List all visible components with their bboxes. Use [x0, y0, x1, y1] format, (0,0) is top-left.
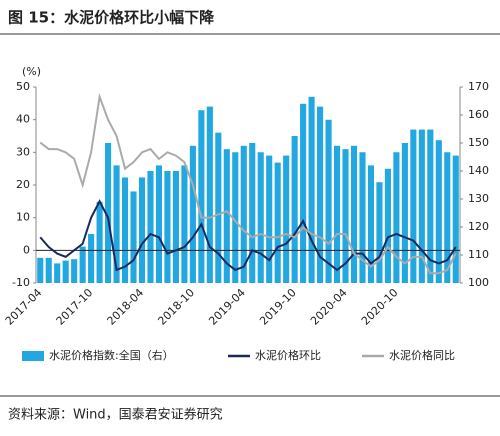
y-tick-label: 40 [16, 113, 30, 126]
bar [130, 191, 137, 283]
x-tick-label: 2018-04 [105, 286, 147, 328]
line [39, 92, 457, 275]
bar [418, 129, 425, 283]
bar [147, 171, 154, 283]
y-tick-label: 50 [16, 80, 30, 93]
bar [45, 257, 52, 283]
bar [393, 152, 400, 283]
bar [54, 263, 61, 283]
bar [342, 149, 349, 283]
x-tick-label: 2019-10 [257, 286, 299, 328]
bar [359, 152, 366, 283]
bar [62, 260, 69, 283]
bar [257, 152, 264, 283]
bar [350, 145, 358, 283]
y2-tick-label: 110 [468, 248, 489, 261]
y2-tick-label: 120 [468, 220, 489, 233]
bar [215, 132, 222, 283]
bar [37, 257, 44, 283]
bar [223, 149, 230, 283]
x-tick-label: 2018-10 [155, 286, 197, 328]
bar [206, 106, 213, 283]
bar [113, 165, 120, 283]
bar [300, 103, 307, 283]
bar [444, 152, 451, 283]
bar [121, 177, 129, 283]
line [39, 199, 457, 272]
x-tick-label: 2017-10 [54, 286, 96, 328]
bar [274, 162, 281, 283]
bar [376, 182, 383, 283]
chart-title: 图 15：水泥价格环比小幅下降 [8, 9, 215, 27]
y-tick-label: 0 [23, 243, 30, 256]
legend-label: 水泥价格指数:全国（右） [49, 348, 174, 362]
y2-tick-label: 100 [468, 276, 489, 289]
bar [105, 143, 112, 283]
bar [189, 145, 196, 283]
bar [138, 177, 146, 283]
bar [71, 259, 78, 283]
y2-tick-label: 130 [468, 192, 489, 205]
bar [308, 96, 315, 283]
x-tick-label: 2020-10 [359, 286, 401, 328]
bar [325, 119, 332, 283]
y2-tick-label: 170 [468, 80, 489, 93]
unit-label: (%) [22, 65, 41, 78]
bar [181, 165, 188, 283]
bar [249, 143, 256, 283]
bar [291, 136, 298, 283]
y-tick-label: 20 [16, 178, 30, 191]
bar [96, 201, 103, 283]
bar [232, 152, 239, 283]
bar [410, 129, 417, 283]
y-tick-label: 10 [16, 211, 30, 224]
y2-tick-label: 150 [468, 136, 489, 149]
bar [198, 110, 205, 284]
bar [427, 129, 434, 283]
bar [164, 171, 171, 283]
y-tick-label: 30 [16, 145, 30, 158]
bar [367, 165, 375, 283]
y2-tick-label: 160 [468, 108, 489, 121]
x-tick-label: 2020-04 [308, 286, 350, 328]
bar [155, 165, 163, 283]
bar [435, 140, 442, 283]
bar [333, 145, 341, 283]
bar [172, 171, 179, 283]
bar [88, 234, 95, 283]
bar [283, 155, 290, 283]
x-tick-label: 2017-04 [3, 286, 45, 328]
source: 资料来源：Wind，国泰君安证券研究 [8, 407, 223, 423]
bar [317, 106, 324, 283]
legend-swatch [22, 351, 44, 361]
x-tick-label: 2019-04 [206, 286, 248, 328]
y2-tick-label: 140 [468, 164, 489, 177]
legend-label: 水泥价格同比 [389, 348, 455, 362]
bar [240, 145, 247, 283]
bar [452, 155, 459, 283]
bar [401, 143, 408, 283]
bar [266, 155, 273, 283]
legend-label: 水泥价格环比 [255, 348, 321, 362]
y-tick-label: -10 [12, 276, 30, 289]
bar [384, 168, 391, 283]
bar [79, 246, 86, 283]
